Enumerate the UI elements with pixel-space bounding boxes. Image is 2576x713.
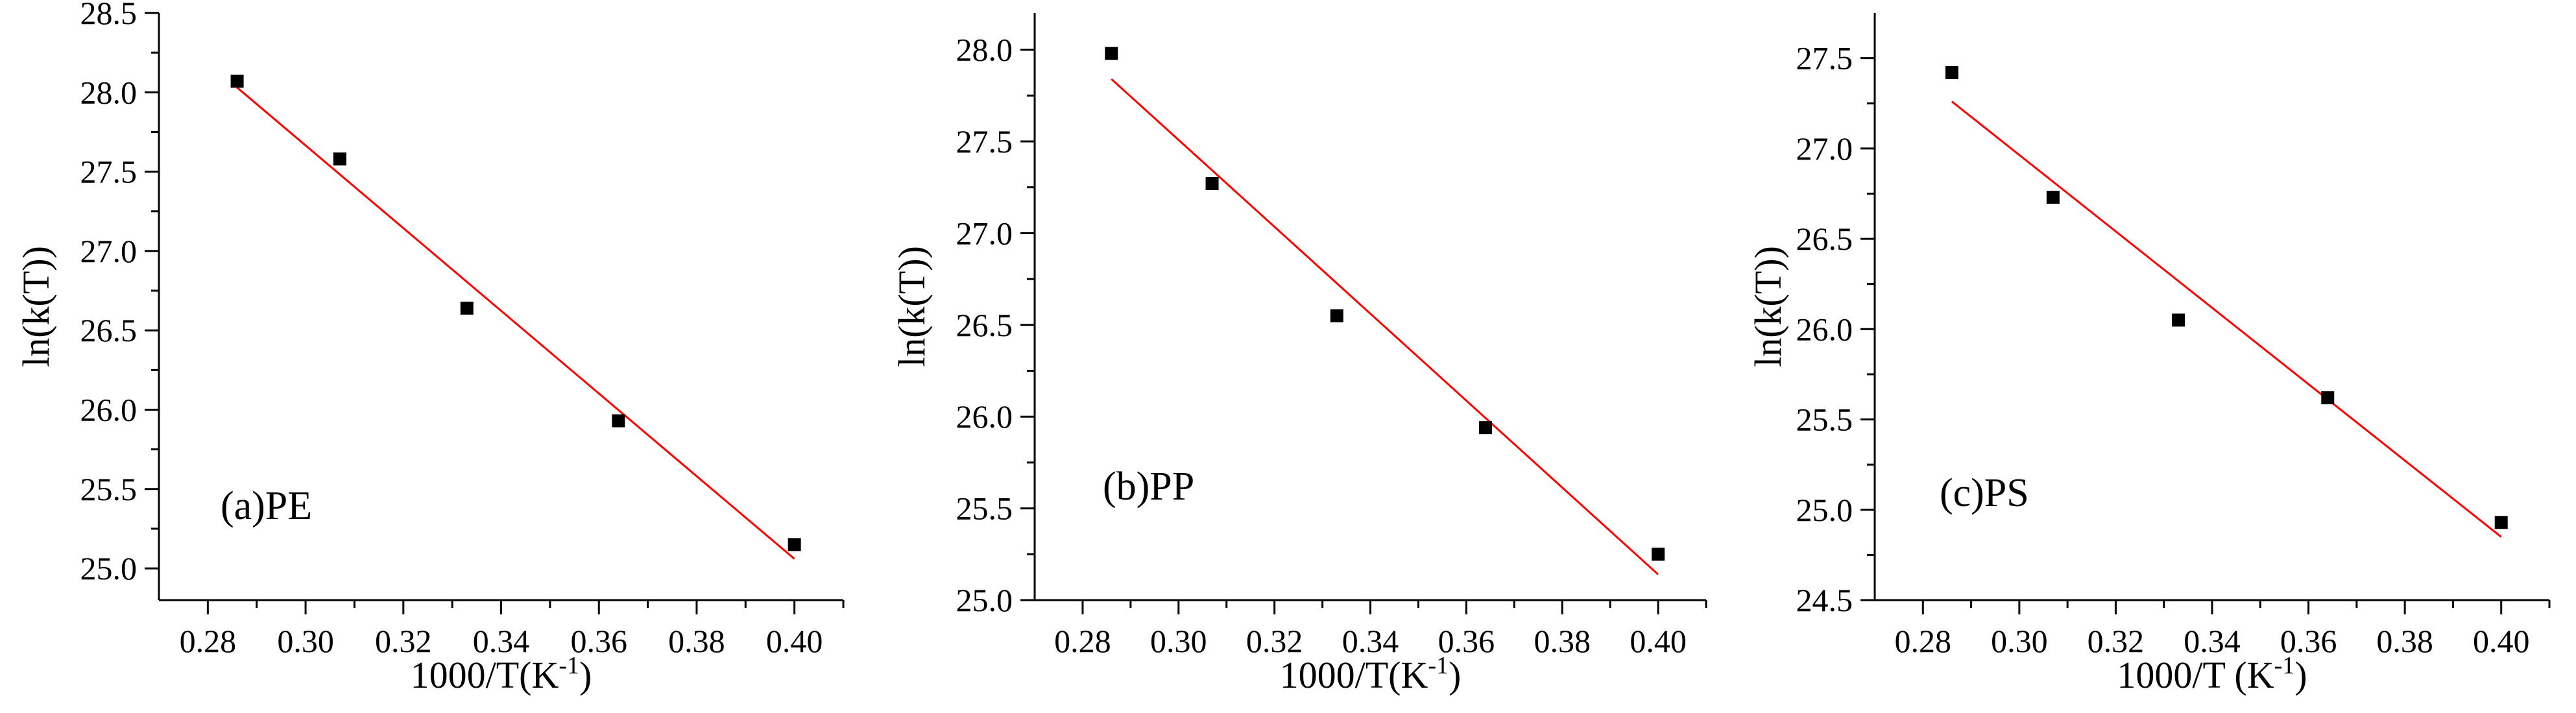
x-tick-label: 0.30 <box>1991 623 2048 659</box>
data-point <box>230 75 244 88</box>
y-axis-label: ln(k(T)) <box>891 246 933 367</box>
x-axis-label: 1000/T(K-1) <box>411 652 592 696</box>
x-tick-label: 0.30 <box>277 623 334 659</box>
y-tick-label: 25.5 <box>1796 402 1853 438</box>
x-tick-label: 0.30 <box>1150 623 1207 659</box>
y-tick-label: 25.0 <box>80 550 138 586</box>
y-tick-label: 25.5 <box>956 490 1013 527</box>
data-point <box>2494 516 2508 529</box>
data-point <box>788 538 801 551</box>
y-tick-label: 26.5 <box>1796 221 1853 257</box>
data-point <box>2172 313 2185 327</box>
x-tick-label: 0.36 <box>1438 623 1495 659</box>
fit-line <box>236 86 795 560</box>
y-tick-label: 26.0 <box>1796 311 1853 347</box>
data-point <box>460 301 474 315</box>
x-tick-label: 0.32 <box>2088 623 2145 659</box>
y-tick-label: 28.5 <box>80 0 138 31</box>
y-tick-label: 25.0 <box>956 582 1013 618</box>
y-tick-label: 25.5 <box>80 471 138 507</box>
y-tick-label: 28.0 <box>80 74 138 110</box>
x-axis-label: 1000/T(K-1) <box>1280 652 1462 696</box>
x-tick-label: 0.32 <box>375 623 432 659</box>
y-tick-label: 28.0 <box>956 32 1013 68</box>
x-tick-label: 0.38 <box>1534 623 1591 659</box>
y-tick-label: 27.0 <box>956 215 1013 251</box>
data-point <box>1478 421 1492 435</box>
y-tick-label: 26.0 <box>956 398 1013 435</box>
data-point <box>2046 191 2060 204</box>
x-tick-label: 0.28 <box>180 623 237 659</box>
y-axis-label: ln(k(T)) <box>15 246 57 367</box>
data-point <box>1105 47 1118 60</box>
fit-line <box>1111 78 1659 575</box>
y-tick-label: 27.5 <box>1796 40 1853 77</box>
x-axis-label: 1000/T (K-1) <box>2117 652 2307 696</box>
x-tick-label: 0.34 <box>1342 623 1399 659</box>
x-tick-label: 0.32 <box>1246 623 1303 659</box>
x-tick-label: 0.40 <box>2473 623 2530 659</box>
x-tick-label: 0.36 <box>2280 623 2337 659</box>
x-tick-label: 0.34 <box>473 623 530 659</box>
y-tick-label: 26.5 <box>956 307 1013 343</box>
data-point <box>1330 309 1343 322</box>
y-tick-label: 24.5 <box>1796 582 1853 618</box>
fit-line <box>1951 101 2502 538</box>
x-tick-label: 0.40 <box>766 623 823 659</box>
y-tick-label: 25.0 <box>1796 492 1853 528</box>
y-tick-label: 27.0 <box>80 233 138 269</box>
x-tick-label: 0.40 <box>1630 623 1687 659</box>
panel-label: (a)PE <box>221 484 312 528</box>
y-tick-label: 26.0 <box>80 391 138 428</box>
y-tick-label: 26.5 <box>80 312 138 348</box>
x-tick-label: 0.38 <box>668 623 725 659</box>
panel-2: 0.28 0.30 0.32 0.34 0.36 0.38 0.40 25.0 25.5 26.0… <box>891 13 1707 696</box>
data-point <box>1652 548 1665 561</box>
x-tick-label: 0.34 <box>2184 623 2241 659</box>
y-tick-label: 27.5 <box>80 154 138 190</box>
data-point <box>612 414 625 428</box>
y-axis-label: ln(k(T)) <box>1747 246 1789 367</box>
panel-1: 0.28 0.30 0.32 0.34 0.36 0.38 0.40 25.0 25.5 26.0… <box>15 0 845 696</box>
data-point <box>333 152 346 166</box>
y-tick-label: 27.5 <box>956 123 1013 160</box>
x-tick-label: 0.28 <box>1054 623 1111 659</box>
data-point <box>1945 66 1958 79</box>
data-point <box>2321 391 2335 405</box>
panel-label: (c)PS <box>1940 471 2029 515</box>
panel-3: 0.28 0.30 0.32 0.34 0.36 0.38 0.40 24.5 25.0 25.5… <box>1747 13 2551 696</box>
y-tick-label: 27.0 <box>1796 130 1853 167</box>
x-tick-label: 0.38 <box>2376 623 2433 659</box>
data-point <box>1205 177 1219 191</box>
x-tick-label: 0.36 <box>570 623 627 659</box>
panel-label: (b)PP <box>1103 465 1194 509</box>
x-tick-label: 0.28 <box>1895 623 1952 659</box>
